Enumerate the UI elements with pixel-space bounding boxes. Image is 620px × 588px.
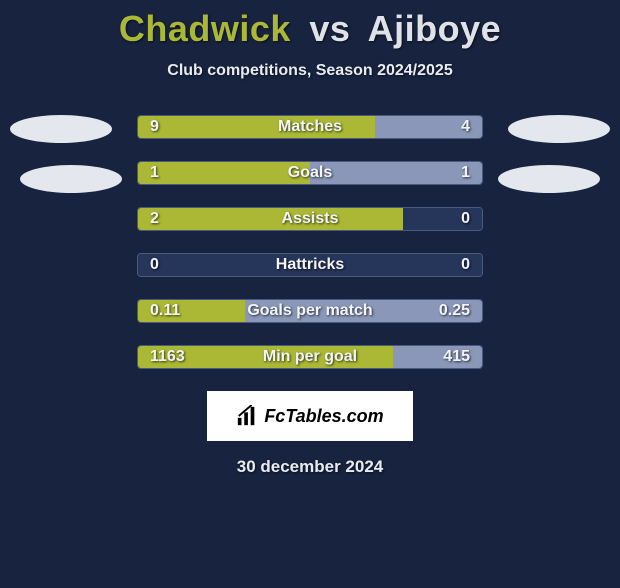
footer-date: 30 december 2024 <box>0 457 620 477</box>
stat-value-left: 1 <box>150 164 159 182</box>
avatar-placeholder-right-2 <box>498 165 600 193</box>
brand-logo-icon <box>236 405 258 427</box>
bar-fill-left <box>138 208 403 230</box>
stat-row: 1 Goals 1 <box>137 161 483 185</box>
stat-label: Matches <box>278 118 342 136</box>
stat-value-right: 415 <box>443 348 470 366</box>
subtitle: Club competitions, Season 2024/2025 <box>0 62 620 80</box>
stat-label: Hattricks <box>276 256 344 274</box>
stat-value-right: 0.25 <box>439 302 470 320</box>
stat-value-right: 1 <box>461 164 470 182</box>
player1-name: Chadwick <box>119 8 291 49</box>
stat-row: 2 Assists 0 <box>137 207 483 231</box>
comparison-title: Chadwick vs Ajiboye <box>0 8 620 50</box>
avatar-placeholder-left-1 <box>10 115 112 143</box>
content-area: 9 Matches 4 1 Goals 1 2 Assists 0 0 Hattricks 0 0.11… <box>0 115 620 369</box>
stat-value-left: 0 <box>150 256 159 274</box>
brand-badge: FcTables.com <box>207 391 413 441</box>
avatar-placeholder-right-1 <box>508 115 610 143</box>
stat-row: 0 Hattricks 0 <box>137 253 483 277</box>
stat-value-left: 1163 <box>150 348 185 366</box>
stat-bars-container: 9 Matches 4 1 Goals 1 2 Assists 0 0 Hattricks 0 0.11… <box>137 115 483 369</box>
avatar-placeholder-left-2 <box>20 165 122 193</box>
stat-value-left: 2 <box>150 210 159 228</box>
stat-value-right: 0 <box>461 210 470 228</box>
stat-label: Goals <box>288 164 332 182</box>
stat-value-right: 4 <box>461 118 470 136</box>
stat-row: 0.11 Goals per match 0.25 <box>137 299 483 323</box>
stat-value-left: 0.11 <box>150 302 180 320</box>
stat-row: 1163 Min per goal 415 <box>137 345 483 369</box>
vs-separator: vs <box>309 8 350 49</box>
bar-fill-right <box>310 162 482 184</box>
stat-row: 9 Matches 4 <box>137 115 483 139</box>
player2-name: Ajiboye <box>368 8 502 49</box>
brand-text: FcTables.com <box>264 406 383 427</box>
stat-value-right: 0 <box>461 256 470 274</box>
stat-label: Goals per match <box>247 302 372 320</box>
stat-label: Assists <box>282 210 339 228</box>
stat-value-left: 9 <box>150 118 159 136</box>
bar-fill-left <box>138 162 310 184</box>
stat-label: Min per goal <box>263 348 357 366</box>
